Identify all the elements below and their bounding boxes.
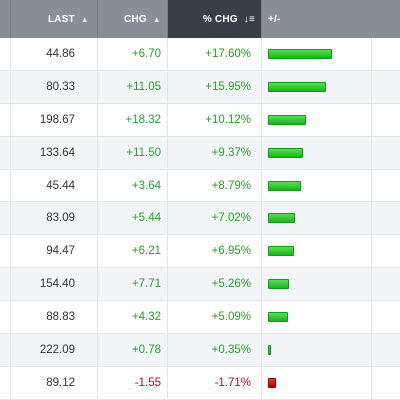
last-price-cell: 88.83 xyxy=(11,301,98,334)
symbol-cell[interactable] xyxy=(0,38,11,70)
column-header-pct-chg-label: % CHG xyxy=(202,13,238,25)
table-row[interactable]: 80.33 +11.05 +15.95% xyxy=(0,70,400,104)
last-price-cell: 44.86 xyxy=(11,38,98,70)
column-header-bar-label: +/- xyxy=(268,13,281,25)
positive-change-bar xyxy=(268,81,326,92)
symbol-cell[interactable] xyxy=(0,235,11,268)
symbol-cell[interactable] xyxy=(0,202,11,235)
percent-change-cell: +5.26% xyxy=(168,268,262,301)
positive-change-bar xyxy=(268,213,295,224)
change-bar-cell xyxy=(262,202,372,235)
positive-change-bar xyxy=(268,114,306,125)
change-bar-cell xyxy=(262,235,372,268)
last-price-cell: 198.67 xyxy=(11,103,98,136)
symbol-cell[interactable] xyxy=(0,301,11,334)
symbol-cell[interactable] xyxy=(0,70,11,103)
change-cell: +7.71 xyxy=(98,268,168,301)
table-row[interactable]: 154.40 +7.71 +5.26% xyxy=(0,268,400,302)
percent-change-cell: +10.12% xyxy=(168,103,262,136)
change-bar-cell xyxy=(262,169,372,202)
table-row[interactable]: 83.09 +5.44 +7.02% xyxy=(0,202,400,236)
sort-descending-icon[interactable]: ↓≡ xyxy=(243,13,255,25)
change-cell: +6.70 xyxy=(98,38,168,70)
percent-change-cell: -1.71% xyxy=(168,366,262,399)
positive-change-bar xyxy=(268,344,271,355)
symbol-cell[interactable] xyxy=(0,268,11,301)
table-row[interactable]: 88.83 +4.32 +5.09% xyxy=(0,301,400,335)
quotes-table-body: 44.86 +6.70 +17.60% 80.33 +11.05 +15.95% 198.6… xyxy=(0,38,400,400)
percent-change-cell: +7.02% xyxy=(168,202,262,235)
positive-change-bar xyxy=(268,279,289,290)
change-bar-cell xyxy=(262,334,372,366)
last-price-cell: 154.40 xyxy=(11,268,98,301)
change-cell: +4.32 xyxy=(98,301,168,334)
last-price-cell: 94.47 xyxy=(11,235,98,268)
change-bar-cell xyxy=(262,136,372,169)
table-row[interactable]: 94.47 +6.21 +6.95% xyxy=(0,235,400,269)
change-cell: +0.78 xyxy=(98,334,168,366)
table-row[interactable]: 133.64 +11.50 +9.37% xyxy=(0,136,400,170)
last-price-cell: 89.12 xyxy=(11,366,98,399)
positive-change-bar xyxy=(268,312,288,323)
percent-change-cell: +6.95% xyxy=(168,235,262,268)
change-bar-cell xyxy=(262,301,372,334)
change-cell: +6.21 xyxy=(98,235,168,268)
positive-change-bar xyxy=(268,180,301,191)
table-row[interactable]: 198.67 +18.32 +10.12% xyxy=(0,103,400,137)
column-header-row: LAST ▲︎ CHG ▲ % CHG ↓≡ +/- xyxy=(0,0,400,38)
change-bar-cell xyxy=(262,103,372,136)
table-row[interactable]: 44.86 +6.70 +17.60% xyxy=(0,38,400,71)
column-header-last[interactable]: LAST ▲︎ xyxy=(11,0,98,38)
column-header-chg[interactable]: CHG ▲ xyxy=(98,0,168,38)
change-cell: +5.44 xyxy=(98,202,168,235)
symbol-cell[interactable] xyxy=(0,103,11,136)
table-row[interactable]: 89.12 -1.55 -1.71% xyxy=(0,366,400,400)
change-bar-cell xyxy=(262,70,372,103)
last-price-cell: 45.44 xyxy=(11,169,98,202)
last-price-cell: 83.09 xyxy=(11,202,98,235)
table-row[interactable]: 222.09 +0.78 +0.35% xyxy=(0,334,400,367)
change-cell: +18.32 xyxy=(98,103,168,136)
negative-change-bar xyxy=(268,377,276,388)
change-cell: +3.64 xyxy=(98,169,168,202)
column-header-bar[interactable]: +/- xyxy=(262,0,372,38)
percent-change-cell: +0.35% xyxy=(168,334,262,366)
sort-toggle-icon[interactable]: ▲ xyxy=(152,14,161,24)
table-row[interactable]: 45.44 +3.64 +8.79% xyxy=(0,169,400,203)
percent-change-cell: +9.37% xyxy=(168,136,262,169)
symbol-cell[interactable] xyxy=(0,136,11,169)
last-price-cell: 80.33 xyxy=(11,70,98,103)
column-header-last-label: LAST xyxy=(47,13,75,25)
sort-toggle-icon[interactable]: ▲︎ xyxy=(80,14,89,24)
symbol-cell[interactable] xyxy=(0,169,11,202)
change-bar-cell xyxy=(262,268,372,301)
positive-change-bar xyxy=(268,48,332,59)
change-cell: -1.55 xyxy=(98,366,168,399)
symbol-cell[interactable] xyxy=(0,334,11,366)
positive-change-bar xyxy=(268,246,294,257)
change-cell: +11.05 xyxy=(98,70,168,103)
percent-change-cell: +5.09% xyxy=(168,301,262,334)
change-cell: +11.50 xyxy=(98,136,168,169)
change-bar-cell xyxy=(262,38,372,70)
column-header-symbol[interactable] xyxy=(0,0,11,38)
positive-change-bar xyxy=(268,147,303,158)
last-price-cell: 133.64 xyxy=(11,136,98,169)
last-price-cell: 222.09 xyxy=(11,334,98,366)
column-header-extra[interactable] xyxy=(372,0,400,38)
column-header-pct-chg[interactable]: % CHG ↓≡ xyxy=(168,0,262,38)
symbol-cell[interactable] xyxy=(0,366,11,399)
percent-change-cell: +17.60% xyxy=(168,38,262,70)
percent-change-cell: +15.95% xyxy=(168,70,262,103)
percent-change-cell: +8.79% xyxy=(168,169,262,202)
change-bar-cell xyxy=(262,366,372,399)
column-header-chg-label: CHG xyxy=(124,13,147,25)
